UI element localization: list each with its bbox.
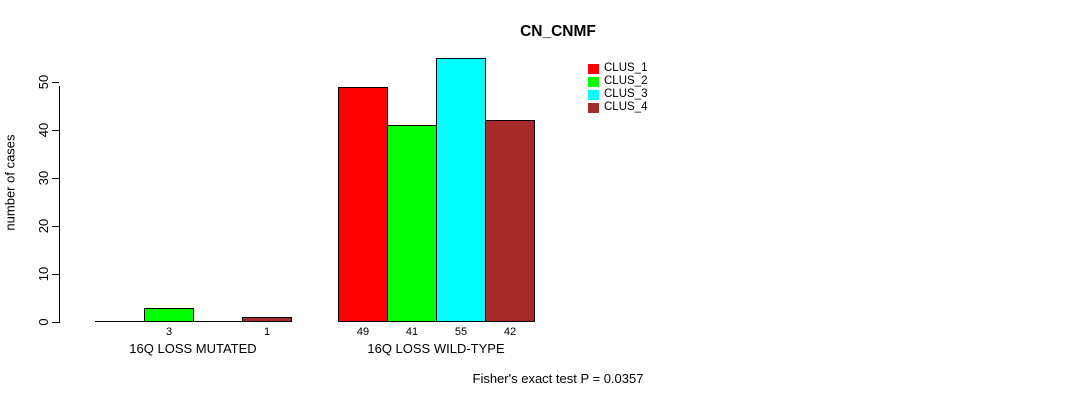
legend-label: CLUS_3	[604, 88, 648, 100]
x-group-label: 16Q LOSS WILD-TYPE	[367, 341, 505, 356]
legend-label: CLUS_2	[604, 75, 648, 87]
y-tick-mark	[52, 322, 59, 323]
bar-count-label: 1	[263, 326, 271, 338]
legend-swatch-clus_1	[588, 63, 599, 74]
y-axis-line	[59, 86, 60, 323]
bar-clus_3-group1	[193, 321, 243, 322]
legend-row: CLUS_2	[588, 75, 647, 88]
bar-count-label: 42	[503, 326, 517, 338]
bar-clus_2-group2	[387, 125, 437, 322]
legend-label: CLUS_1	[604, 62, 648, 74]
y-tick-mark	[52, 130, 59, 131]
y-tick-mark	[52, 274, 59, 275]
legend-label: CLUS_4	[604, 101, 648, 113]
y-tick-label: 20	[36, 218, 51, 234]
bar-clus_2-group1	[144, 308, 194, 322]
y-tick-mark	[52, 178, 59, 179]
y-tick-label: 50	[36, 74, 51, 90]
y-tick-label: 0	[36, 318, 51, 326]
bar-clus_4-group1	[242, 317, 292, 322]
y-tick-mark	[52, 226, 59, 227]
legend-row: CLUS_4	[588, 101, 647, 114]
bar-count-label: 3	[165, 326, 173, 338]
bar-count-label: 55	[454, 326, 468, 338]
legend-swatch-clus_2	[588, 76, 599, 87]
legend-row: CLUS_3	[588, 88, 647, 101]
bar-count-label: 49	[356, 326, 370, 338]
legend-swatch-clus_4	[588, 102, 599, 113]
legend-swatch-clus_3	[588, 89, 599, 100]
chart-title: CN_CNMF	[520, 23, 596, 40]
y-tick-label: 40	[36, 122, 51, 138]
y-tick-mark	[52, 82, 59, 83]
y-tick-label: 10	[36, 266, 51, 282]
y-tick-label: 30	[36, 170, 51, 186]
bar-count-label: 41	[405, 326, 419, 338]
legend: CLUS_1 CLUS_2 CLUS_3 CLUS_4	[588, 62, 647, 114]
x-group-label: 16Q LOSS MUTATED	[129, 341, 257, 356]
bar-clus_1-group2	[338, 87, 388, 322]
bar-clus_1-group1	[95, 321, 145, 322]
y-axis-label: number of cases	[2, 134, 18, 231]
legend-row: CLUS_1	[588, 62, 647, 75]
bar-clus_4-group2	[485, 120, 535, 322]
stat-annotation: Fisher's exact test P = 0.0357	[472, 371, 644, 386]
bar-clus_3-group2	[436, 58, 486, 322]
